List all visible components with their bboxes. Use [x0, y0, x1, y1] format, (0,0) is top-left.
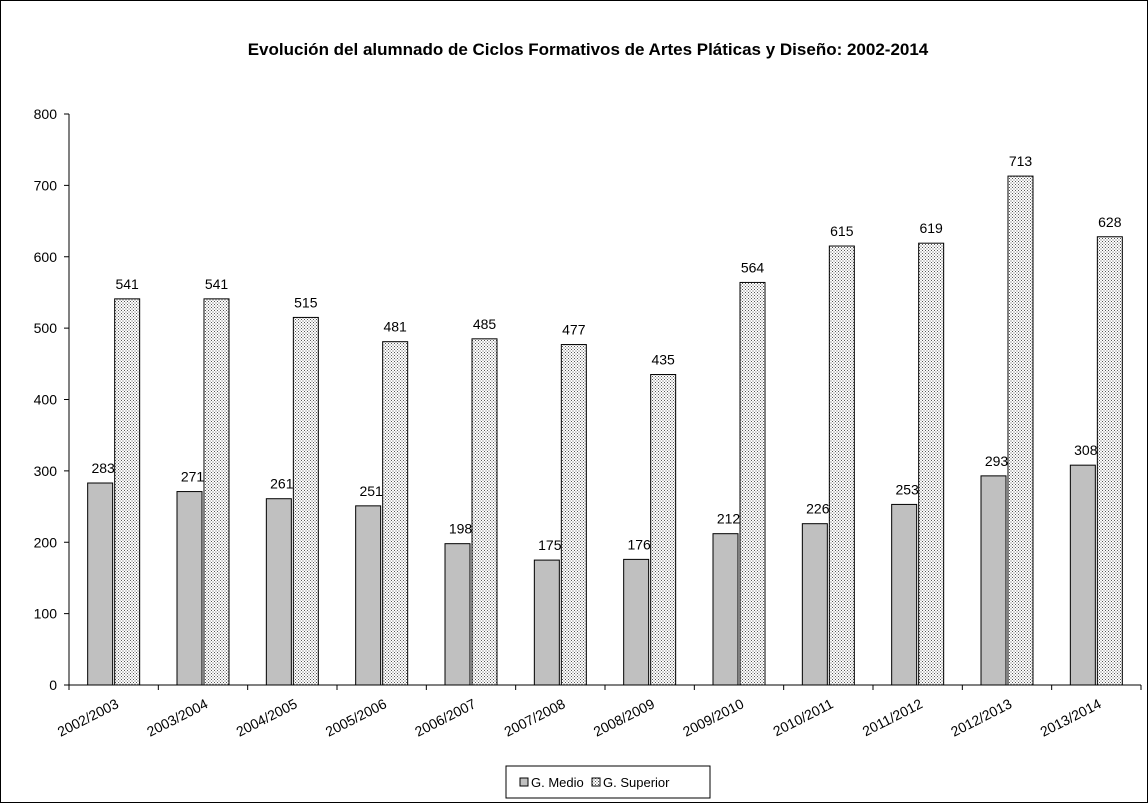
bar-g-superior	[382, 341, 409, 686]
legend-label-g-superior: G. Superior	[603, 775, 670, 790]
bar-g-medio	[1069, 464, 1096, 686]
data-label: 485	[473, 316, 497, 332]
bar-g-superior	[1096, 236, 1123, 686]
plot-area: 0 100 200 300 400 500 600 700 800 283 541 2002/2003…	[34, 106, 1142, 740]
data-label: 541	[205, 276, 229, 292]
bar-g-medio	[444, 543, 471, 686]
y-tick-label: 800	[34, 106, 58, 122]
legend-swatch-g-superior	[591, 777, 601, 787]
data-label: 271	[181, 469, 205, 485]
data-label: 713	[1009, 153, 1033, 169]
data-label: 515	[294, 294, 318, 310]
y-tick-label: 300	[34, 463, 58, 479]
bar-g-medio	[355, 505, 382, 686]
bar-g-medio	[980, 475, 1007, 686]
bar-g-medio	[87, 482, 114, 686]
data-label: 261	[270, 476, 294, 492]
y-tick-label: 600	[34, 249, 58, 265]
x-tick-label: 2009/2010	[680, 695, 746, 739]
bar-g-medio	[891, 503, 918, 686]
bar-g-superior	[560, 344, 587, 686]
y-tick-label: 200	[34, 534, 58, 550]
bar-g-medio	[176, 491, 203, 686]
y-tick-label: 700	[34, 177, 58, 193]
bar-g-superior	[1007, 175, 1034, 686]
x-tick-label: 2003/2004	[144, 695, 210, 739]
data-label: 198	[449, 521, 473, 537]
legend-label-g-medio: G. Medio	[531, 775, 584, 790]
y-tick-label: 100	[34, 606, 58, 622]
data-label: 176	[627, 536, 651, 552]
data-label: 481	[383, 319, 407, 335]
bar-g-medio	[533, 559, 560, 686]
x-tick-label: 2011/2012	[860, 695, 925, 739]
x-tick-label: 2006/2007	[412, 695, 478, 739]
chart-title: Evolución del alumnado de Ciclos Formati…	[248, 40, 929, 59]
y-tick-label: 0	[49, 677, 57, 693]
bar-g-superior	[471, 338, 498, 686]
bar-g-superior	[918, 242, 945, 686]
data-label: 212	[717, 511, 741, 527]
data-label: 251	[359, 483, 383, 499]
bar-g-superior	[292, 316, 319, 686]
x-tick-label: 2002/2003	[55, 695, 121, 739]
y-tick-label: 500	[34, 320, 58, 336]
bar-g-superior	[739, 281, 766, 686]
bar-g-medio	[265, 498, 292, 686]
legend-box	[505, 765, 711, 799]
x-tick-label: 2004/2005	[233, 695, 299, 739]
x-tick-label: 2007/2008	[501, 695, 567, 739]
x-tick-label: 2008/2009	[591, 695, 657, 739]
data-label: 283	[91, 460, 115, 476]
legend: G. Medio G. Superior	[505, 765, 711, 799]
x-tick-label: 2013/2014	[1037, 695, 1103, 739]
data-label: 541	[115, 276, 139, 292]
y-tick-label: 400	[34, 392, 58, 408]
bar-g-medio	[712, 533, 739, 686]
data-label: 308	[1074, 442, 1098, 458]
data-label: 477	[562, 322, 586, 338]
legend-swatch-g-medio	[519, 777, 529, 787]
x-tick-label: 2005/2006	[323, 695, 389, 739]
bar-g-superior	[114, 298, 141, 686]
x-tick-label: 2010/2011	[770, 695, 835, 739]
bar-g-superior	[650, 374, 677, 686]
data-label: 619	[919, 220, 943, 236]
data-label: 226	[806, 501, 830, 517]
bar-g-medio	[623, 558, 650, 686]
x-tick-label: 2012/2013	[948, 695, 1014, 739]
data-label: 435	[651, 352, 675, 368]
data-label: 253	[895, 481, 919, 497]
bar-g-medio	[801, 523, 828, 686]
data-label: 615	[830, 223, 854, 239]
bar-g-superior	[828, 245, 855, 686]
data-label: 293	[985, 453, 1009, 469]
data-label: 628	[1098, 214, 1122, 230]
data-label: 175	[538, 537, 562, 553]
bar-g-superior	[203, 298, 230, 686]
data-label: 564	[741, 259, 765, 275]
